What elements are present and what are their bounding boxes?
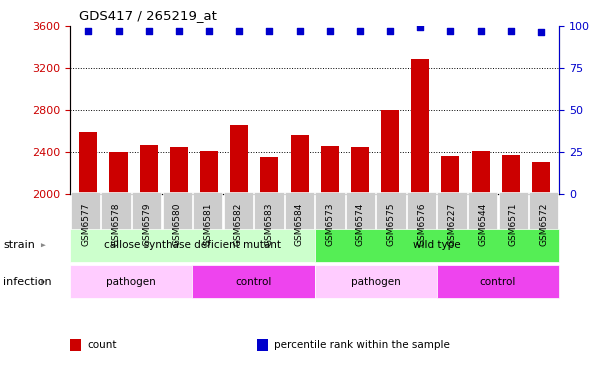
Bar: [200, 151, 218, 194]
Bar: [79, 132, 97, 194]
Point: [325, 28, 335, 34]
Text: strain: strain: [3, 240, 35, 250]
Point: [84, 28, 93, 34]
Text: GSM6581: GSM6581: [203, 202, 212, 246]
Bar: [321, 146, 339, 194]
Text: GSM6571: GSM6571: [509, 202, 518, 246]
Point: [265, 28, 274, 34]
Point: [476, 28, 486, 34]
Text: GSM6576: GSM6576: [417, 202, 426, 246]
Text: GSM6544: GSM6544: [478, 202, 487, 246]
Point: [114, 28, 123, 34]
Bar: [532, 163, 550, 194]
Point: [536, 29, 546, 35]
Text: percentile rank within the sample: percentile rank within the sample: [274, 340, 450, 350]
Text: GSM6572: GSM6572: [540, 202, 548, 246]
Text: infection: infection: [3, 277, 52, 287]
Point: [174, 28, 184, 34]
Bar: [472, 152, 489, 194]
Bar: [109, 152, 128, 194]
Point: [385, 28, 395, 34]
Text: GSM6574: GSM6574: [356, 202, 365, 246]
Point: [445, 28, 455, 34]
Text: pathogen: pathogen: [106, 277, 156, 287]
Point: [144, 28, 153, 34]
Text: pathogen: pathogen: [351, 277, 401, 287]
Text: GSM6227: GSM6227: [448, 202, 456, 246]
Text: count: count: [87, 340, 117, 350]
Text: GSM6584: GSM6584: [295, 202, 304, 246]
Bar: [260, 157, 279, 194]
Bar: [441, 156, 459, 194]
Point: [506, 28, 516, 34]
Text: GDS417 / 265219_at: GDS417 / 265219_at: [79, 9, 218, 22]
Bar: [290, 135, 309, 194]
Bar: [140, 145, 158, 194]
Text: GSM6578: GSM6578: [112, 202, 120, 246]
Text: GSM6573: GSM6573: [326, 202, 334, 246]
Text: GSM6579: GSM6579: [142, 202, 151, 246]
Bar: [381, 110, 399, 194]
Point: [355, 28, 365, 34]
Bar: [411, 59, 430, 194]
Text: GSM6577: GSM6577: [81, 202, 90, 246]
Text: GSM6582: GSM6582: [234, 202, 243, 246]
Bar: [502, 154, 520, 194]
Point: [415, 25, 425, 30]
Bar: [170, 147, 188, 194]
Point: [295, 28, 304, 34]
Text: control: control: [480, 277, 516, 287]
Point: [235, 28, 244, 34]
Point: [204, 28, 214, 34]
Bar: [230, 124, 248, 194]
Text: callose synthase deficient mutant: callose synthase deficient mutant: [104, 240, 281, 250]
Text: control: control: [235, 277, 272, 287]
Text: GSM6580: GSM6580: [173, 202, 181, 246]
Text: GSM6583: GSM6583: [265, 202, 273, 246]
Text: wild type: wild type: [413, 240, 461, 250]
Text: GSM6575: GSM6575: [387, 202, 395, 246]
Bar: [351, 147, 369, 194]
